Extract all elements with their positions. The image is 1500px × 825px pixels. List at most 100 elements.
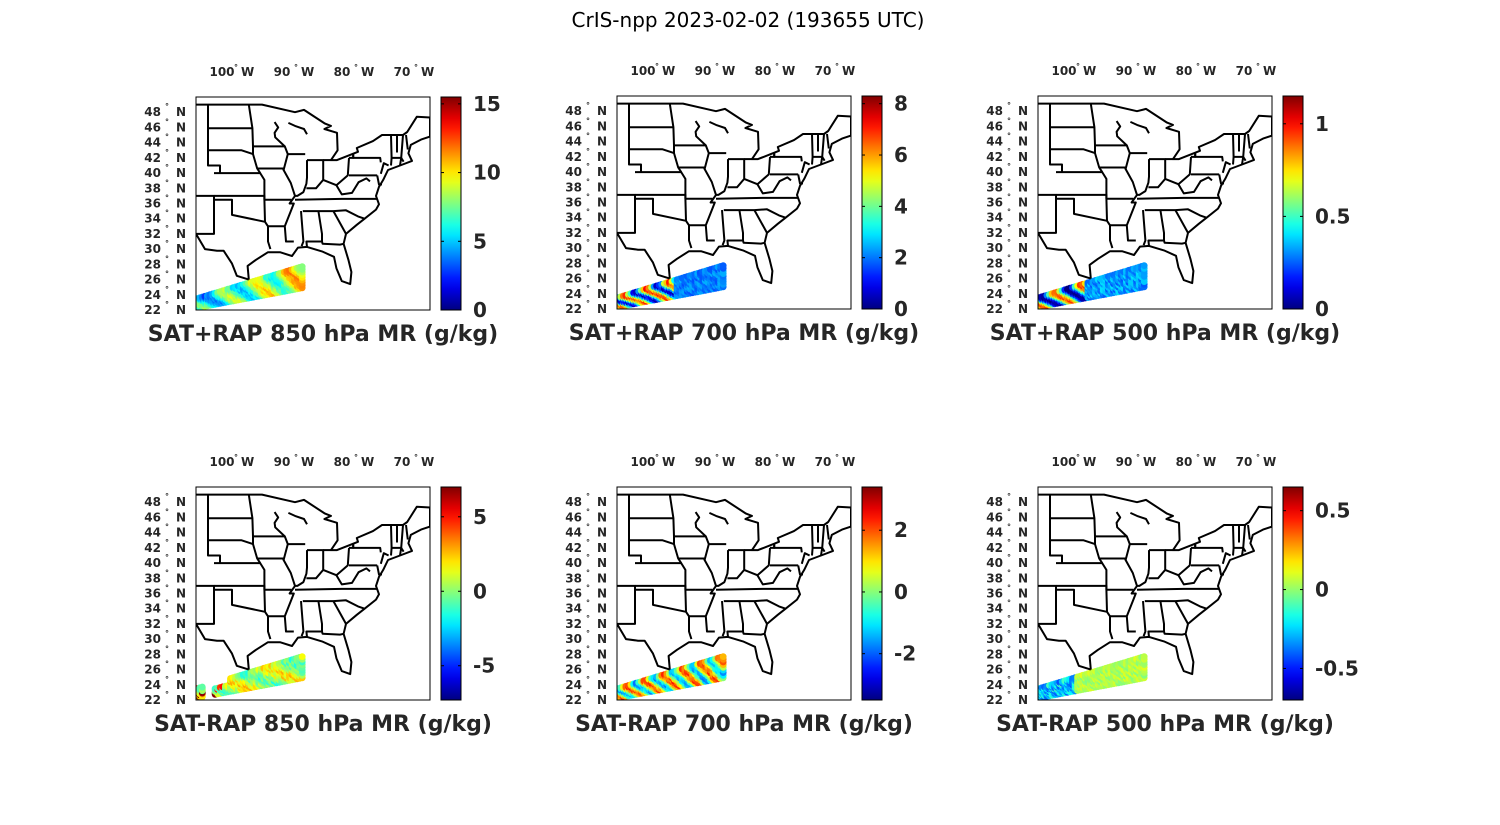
svg-text:°: ° xyxy=(1007,492,1011,501)
svg-text:W: W xyxy=(421,455,434,469)
svg-text:22: 22 xyxy=(986,302,1003,316)
data-swath xyxy=(196,263,306,310)
svg-text:32: 32 xyxy=(986,226,1003,240)
lon-tick-label: 70 ° W xyxy=(1236,62,1277,78)
svg-text:44: 44 xyxy=(144,136,161,150)
svg-text:°: ° xyxy=(1196,62,1200,71)
svg-text:°: ° xyxy=(1007,599,1011,608)
svg-text:46: 46 xyxy=(565,510,582,524)
svg-text:N: N xyxy=(1018,571,1028,585)
lat-tick-label: 44 ° N xyxy=(986,132,1028,149)
svg-text:N: N xyxy=(597,119,607,133)
svg-text:°: ° xyxy=(234,453,238,462)
svg-text:32: 32 xyxy=(565,226,582,240)
svg-text:N: N xyxy=(176,587,186,601)
svg-text:N: N xyxy=(597,180,607,194)
svg-text:°: ° xyxy=(1136,62,1140,71)
svg-text:N: N xyxy=(597,647,607,661)
svg-text:24: 24 xyxy=(986,678,1003,692)
svg-text:48: 48 xyxy=(986,495,1003,509)
svg-text:N: N xyxy=(597,211,607,225)
svg-text:26: 26 xyxy=(565,663,582,677)
svg-text:30: 30 xyxy=(144,632,161,646)
map-panel-6: 100 ° W 90 ° W 80 ° W 70 ° W48 ° N46 ° N44 ° N42 ° N40 ° N38 °… xyxy=(986,453,1358,737)
svg-text:°: ° xyxy=(165,660,169,669)
svg-text:°: ° xyxy=(1007,553,1011,562)
svg-text:38: 38 xyxy=(565,180,582,194)
lat-tick-label: 38 ° N xyxy=(144,178,186,195)
svg-text:N: N xyxy=(1018,256,1028,270)
colorbar-tick-label: 0 xyxy=(894,297,908,321)
svg-text:34: 34 xyxy=(986,211,1003,225)
lat-tick-label: 24 ° N xyxy=(565,284,607,301)
map-frame xyxy=(195,96,431,311)
svg-text:70: 70 xyxy=(1236,64,1253,78)
lat-tick-label: 46 ° N xyxy=(986,507,1028,524)
svg-text:°: ° xyxy=(1076,453,1080,462)
svg-text:32: 32 xyxy=(144,227,161,241)
svg-text:44: 44 xyxy=(565,135,582,149)
svg-text:°: ° xyxy=(165,614,169,623)
svg-text:100: 100 xyxy=(1051,64,1076,78)
svg-text:N: N xyxy=(176,151,186,165)
lat-tick-label: 40 ° N xyxy=(565,162,607,179)
lat-tick-label: 22 ° N xyxy=(144,690,186,707)
svg-text:°: ° xyxy=(586,492,590,501)
lon-tick-label: 90 ° W xyxy=(274,453,315,469)
lat-tick-label: 38 ° N xyxy=(565,568,607,585)
svg-text:W: W xyxy=(361,455,374,469)
svg-text:46: 46 xyxy=(986,510,1003,524)
panel-title: SAT+RAP 500 hPa MR (g/kg) xyxy=(990,321,1340,346)
svg-text:°: ° xyxy=(1007,568,1011,577)
map-panel-1: 100 ° W 90 ° W 80 ° W 70 ° W48 ° N46 ° N44 ° N42 ° N40 ° N38 °… xyxy=(144,63,501,347)
svg-text:°: ° xyxy=(715,453,719,462)
svg-text:N: N xyxy=(176,212,186,226)
svg-text:22: 22 xyxy=(565,693,582,707)
svg-text:N: N xyxy=(176,257,186,271)
lat-tick-label: 22 ° N xyxy=(565,299,607,316)
lat-tick-label: 30 ° N xyxy=(144,629,186,646)
map-panel-4: 100 ° W 90 ° W 80 ° W 70 ° W48 ° N46 ° N44 ° N42 ° N40 ° N38 °… xyxy=(144,453,495,737)
svg-text:°: ° xyxy=(586,193,590,202)
lat-tick-label: 36 ° N xyxy=(565,584,607,601)
lat-tick-label: 36 ° N xyxy=(144,584,186,601)
svg-text:100: 100 xyxy=(630,455,655,469)
panel-title: SAT-RAP 500 hPa MR (g/kg) xyxy=(996,712,1334,737)
lat-tick-label: 40 ° N xyxy=(986,162,1028,179)
lat-tick-label: 42 ° N xyxy=(986,147,1028,164)
svg-text:°: ° xyxy=(165,599,169,608)
colorbar: -5 0 5 xyxy=(440,486,495,701)
svg-text:N: N xyxy=(1018,632,1028,646)
svg-text:N: N xyxy=(597,272,607,286)
svg-text:W: W xyxy=(301,65,314,79)
svg-text:N: N xyxy=(176,602,186,616)
lon-tick-label: 80 ° W xyxy=(755,453,796,469)
svg-text:°: ° xyxy=(165,178,169,187)
svg-text:°: ° xyxy=(294,63,298,72)
svg-text:°: ° xyxy=(586,614,590,623)
svg-text:W: W xyxy=(782,64,795,78)
lat-tick-label: 48 ° N xyxy=(565,101,607,118)
lon-tick-label: 70 ° W xyxy=(1236,453,1277,469)
svg-text:32: 32 xyxy=(565,617,582,631)
lat-tick-label: 48 ° N xyxy=(144,102,186,119)
svg-text:34: 34 xyxy=(144,212,161,226)
map-panel-3: 100 ° W 90 ° W 80 ° W 70 ° W48 ° N46 ° N44 ° N42 ° N40 ° N38 °… xyxy=(986,62,1350,346)
svg-text:°: ° xyxy=(165,584,169,593)
svg-text:°: ° xyxy=(165,239,169,248)
svg-text:38: 38 xyxy=(986,571,1003,585)
svg-text:34: 34 xyxy=(565,602,582,616)
colorbar-tick-label: -2 xyxy=(894,642,916,666)
svg-text:26: 26 xyxy=(986,272,1003,286)
lon-tick-label: 80 ° W xyxy=(334,453,375,469)
svg-text:90: 90 xyxy=(695,455,712,469)
lat-tick-label: 28 ° N xyxy=(986,253,1028,270)
data-swath xyxy=(617,653,727,700)
svg-text:24: 24 xyxy=(986,287,1003,301)
lat-tick-label: 32 ° N xyxy=(565,223,607,240)
svg-text:W: W xyxy=(1263,64,1276,78)
lat-tick-label: 32 ° N xyxy=(986,223,1028,240)
svg-text:24: 24 xyxy=(144,288,161,302)
svg-text:100: 100 xyxy=(1051,455,1076,469)
svg-text:N: N xyxy=(176,647,186,661)
